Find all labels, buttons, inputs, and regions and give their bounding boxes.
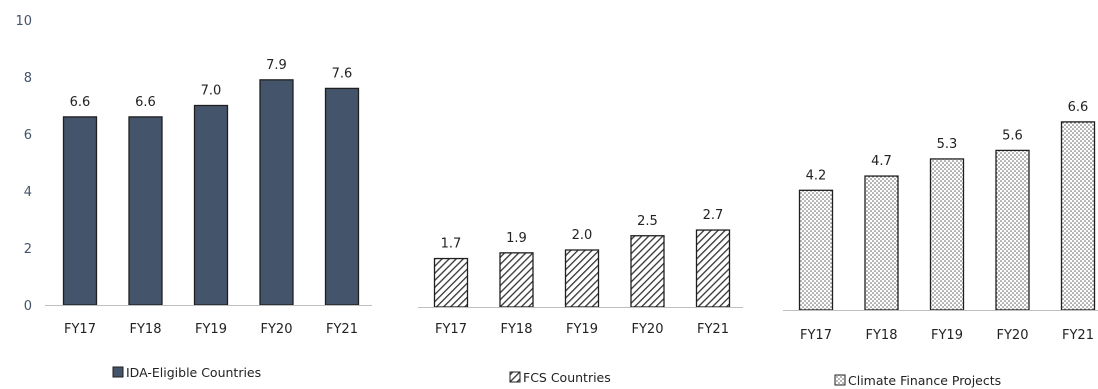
x-category-label: FY20 [632,322,664,337]
bar-value-label: 7.6 [332,66,353,81]
y-tick-label: 0 [24,299,32,314]
y-tick-label: 6 [24,128,32,143]
bar-value-label: 1.7 [441,237,462,252]
x-category-label: FY21 [1062,328,1094,343]
x-category-label: FY20 [997,328,1029,343]
bar-value-label: 2.7 [703,208,724,223]
bar [798,189,834,311]
bar-value-label: 1.9 [506,231,527,246]
x-category-label: FY17 [800,328,832,343]
bar-value-label: 2.5 [637,214,658,229]
bar-value-label: 6.6 [135,95,156,110]
bar [128,116,163,306]
bar [995,149,1030,311]
bar-value-label: 5.3 [937,137,958,152]
bar-value-label: 7.0 [201,84,222,99]
x-category-label: FY19 [195,322,227,337]
bar [929,158,965,311]
y-tick-label: 4 [24,185,32,200]
x-category-label: FY21 [326,322,358,337]
bar-value-label: 5.6 [1002,128,1023,143]
bar [259,79,294,306]
x-category-label: FY18 [130,322,162,337]
legend-swatch [509,371,521,383]
bar [193,104,229,306]
bar-value-label: 7.9 [266,58,287,73]
y-tick-label: 2 [24,242,32,257]
bar [630,235,665,308]
bar [433,257,469,308]
x-category-label: FY21 [697,322,729,337]
bar-value-label: 2.0 [572,228,593,243]
y-tick-label: 8 [24,71,32,86]
legend-label: IDA-Eligible Countries [126,365,261,380]
bar-value-label: 6.6 [1068,100,1089,115]
bar [324,87,360,306]
x-category-label: FY18 [866,328,898,343]
bar [695,229,731,308]
legend-label: FCS Countries [523,370,611,385]
bar [1060,121,1096,311]
bar-value-label: 4.7 [871,154,892,169]
x-category-label: FY17 [435,322,467,337]
y-tick-label: 10 [15,14,32,29]
bar-value-label: 4.2 [806,168,827,183]
x-category-label: FY20 [261,322,293,337]
legend-swatch [834,374,846,386]
bar [62,116,98,306]
x-category-label: FY19 [931,328,963,343]
legend-swatch [112,366,124,378]
bar [499,252,534,308]
bar [564,249,600,308]
x-category-label: FY17 [64,322,96,337]
bar-value-label: 6.6 [70,95,91,110]
x-category-label: FY18 [501,322,533,337]
bar [864,175,899,311]
legend-label: Climate Finance Projects [848,373,1001,388]
x-category-label: FY19 [566,322,598,337]
